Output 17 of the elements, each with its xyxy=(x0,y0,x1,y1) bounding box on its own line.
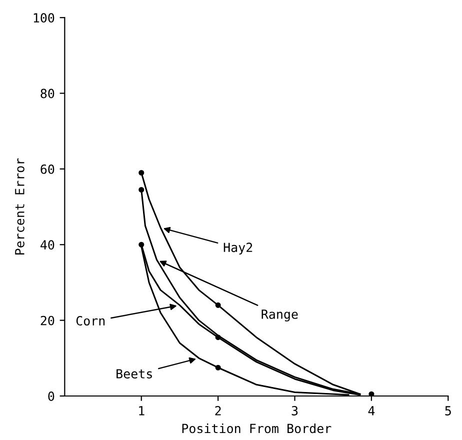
x-tick-label: 5 xyxy=(445,406,451,416)
annotation: Hay2 xyxy=(224,242,252,255)
y-tick-label: 20 xyxy=(40,316,54,326)
y-tick-label: 40 xyxy=(40,240,54,250)
annotation: Beets xyxy=(116,369,152,378)
x-axis-title: Position From Border xyxy=(182,424,332,434)
x-tick-label: 2 xyxy=(215,406,221,416)
y-axis-title: Percent Error xyxy=(15,158,24,255)
y-tick-label: 80 xyxy=(40,88,54,98)
x-tick-label: 4 xyxy=(368,406,375,416)
y-tick-label: 0 xyxy=(48,392,54,401)
x-tick-label: 3 xyxy=(292,406,298,416)
annotation: Corn xyxy=(76,316,105,326)
y-tick-label: 100 xyxy=(34,13,54,23)
y-tick-label: 60 xyxy=(40,164,54,174)
x-tick-label: 1 xyxy=(139,406,144,416)
annotation: Range xyxy=(262,310,298,322)
